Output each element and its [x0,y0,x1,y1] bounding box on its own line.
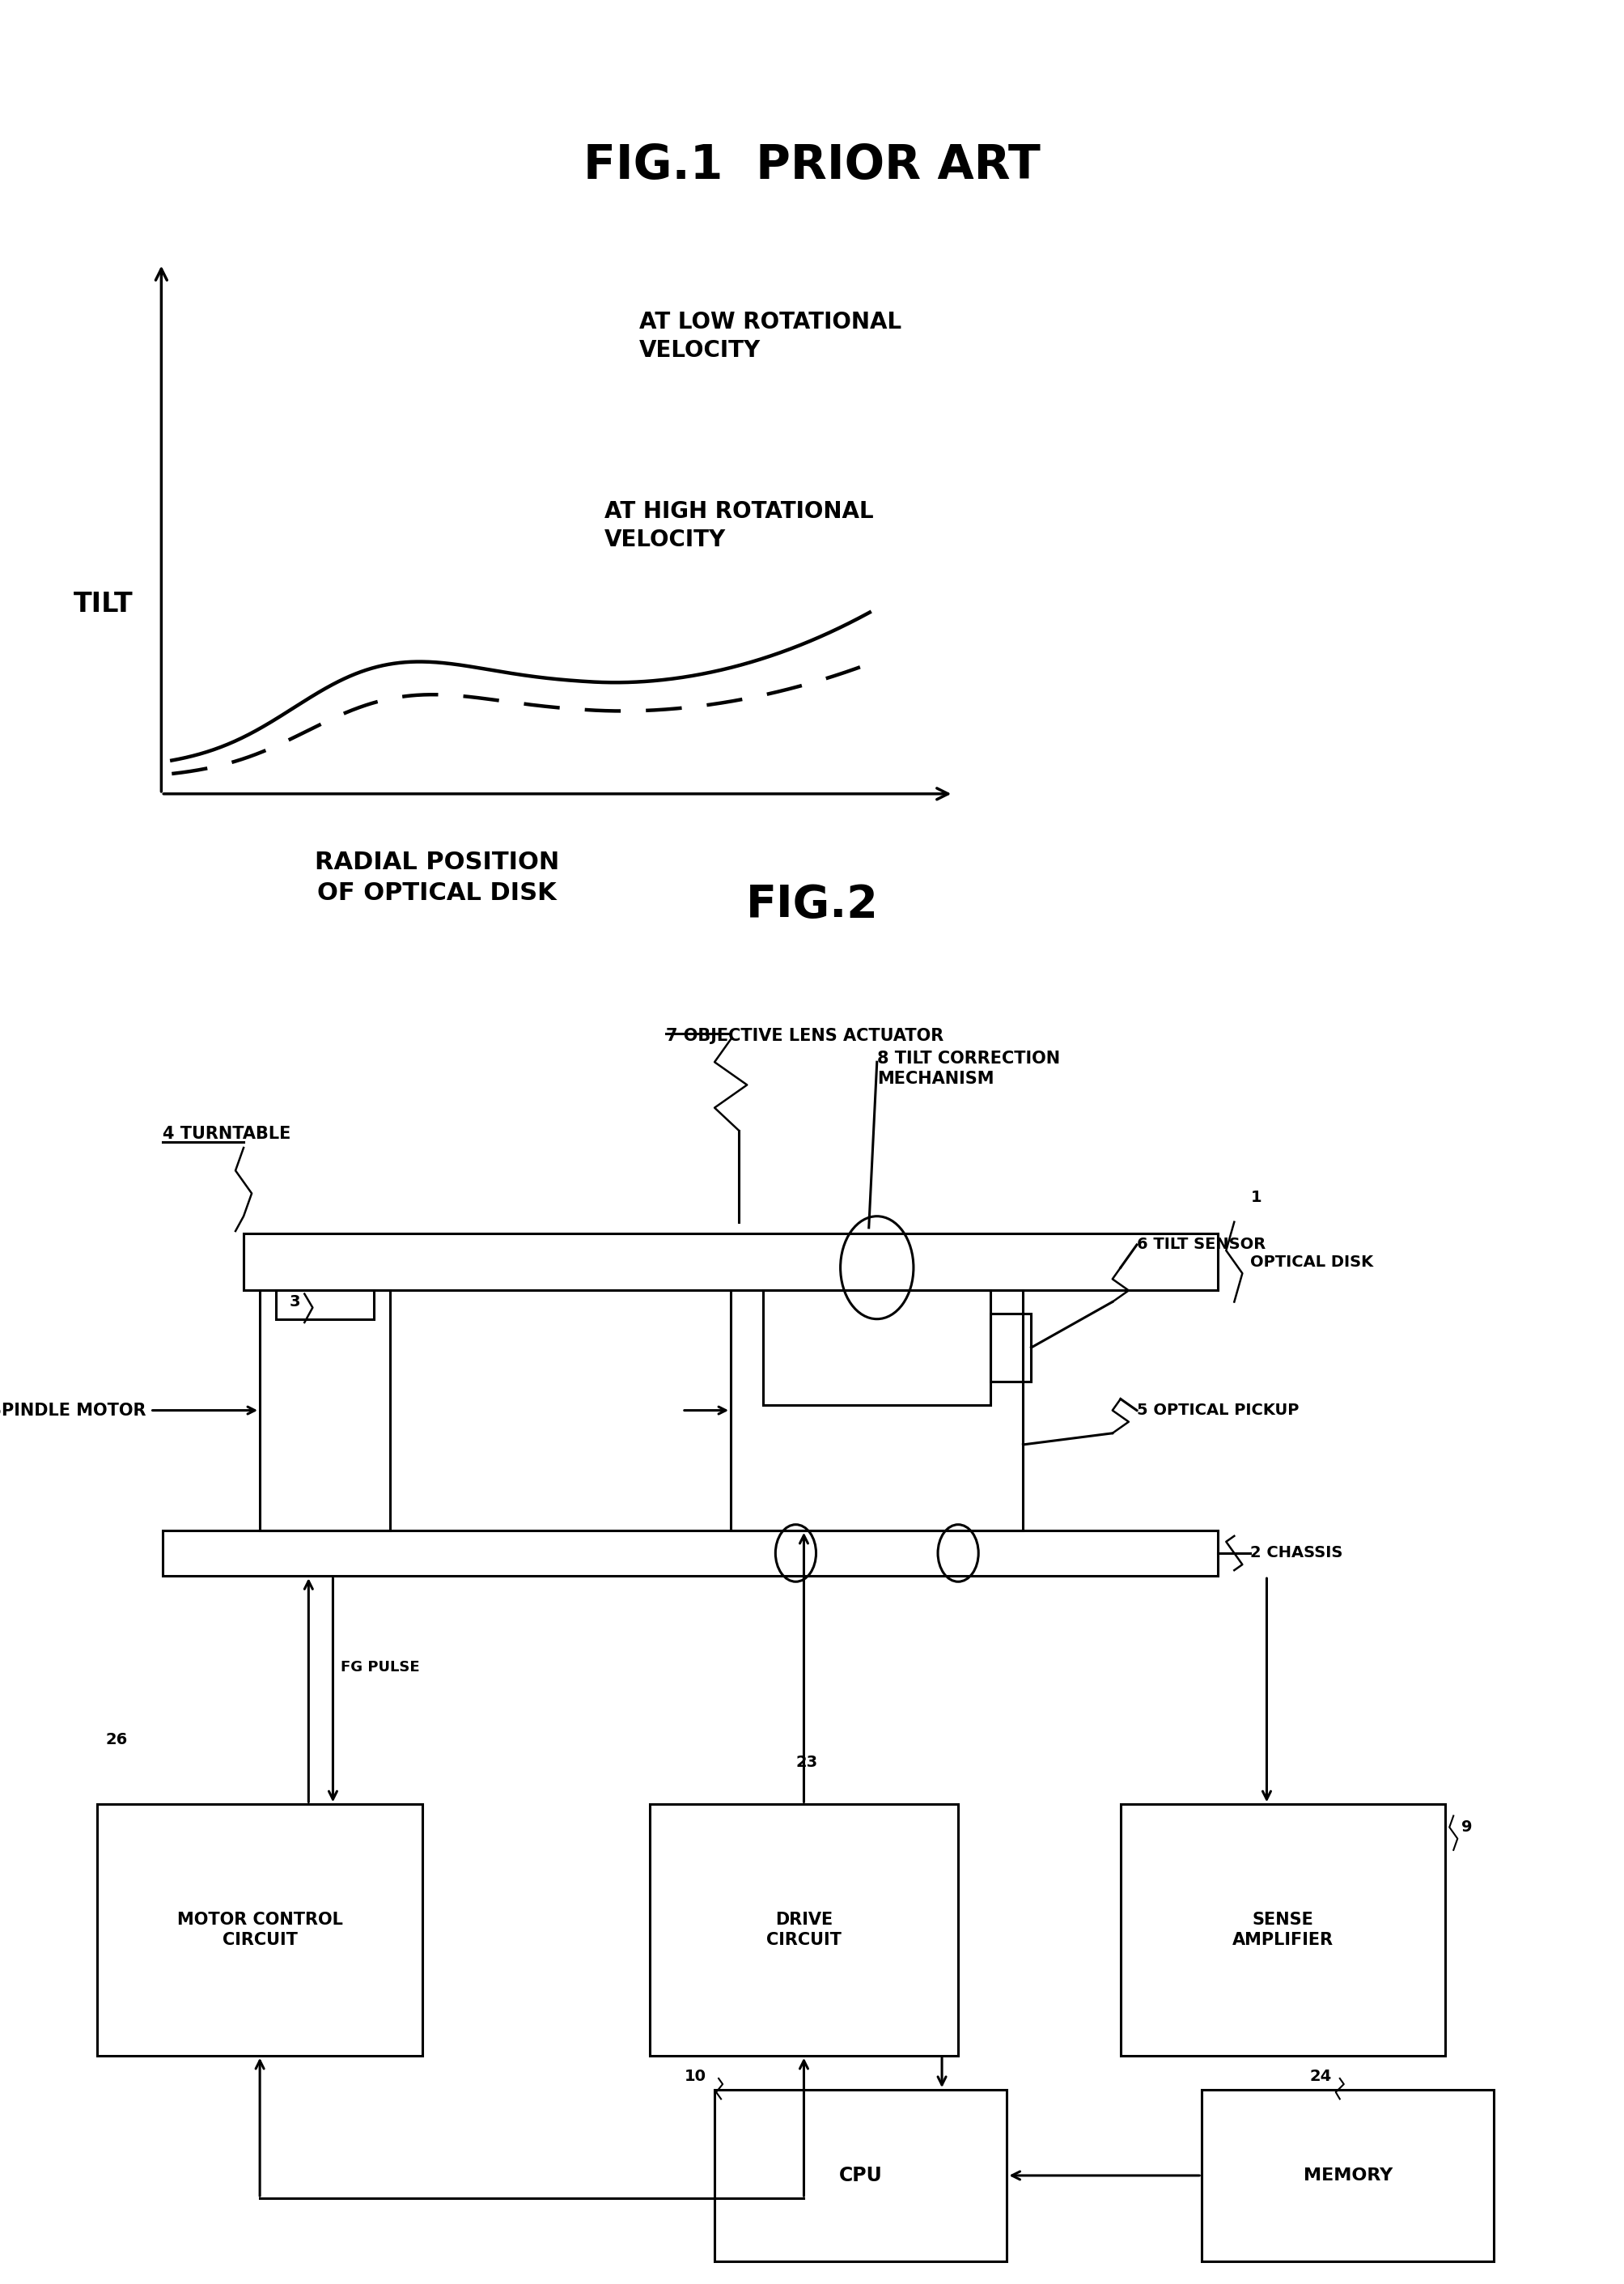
Text: AT LOW ROTATIONAL
VELOCITY: AT LOW ROTATIONAL VELOCITY [640,311,901,361]
Text: 1: 1 [1250,1190,1262,1206]
Text: FIG.1  PRIOR ART: FIG.1 PRIOR ART [583,142,1041,190]
Text: 9: 9 [1462,1820,1473,1834]
Text: 7 OBJECTIVE LENS ACTUATOR: 7 OBJECTIVE LENS ACTUATOR [666,1028,944,1044]
Text: SPINDLE MOTOR: SPINDLE MOTOR [0,1402,146,1418]
Text: AT HIGH ROTATIONAL
VELOCITY: AT HIGH ROTATIONAL VELOCITY [604,500,874,550]
Text: 4 TURNTABLE: 4 TURNTABLE [162,1126,291,1142]
Text: CPU: CPU [840,2165,882,2186]
Bar [991,1313,1031,1382]
Text: 3: 3 [289,1293,300,1309]
Text: 10: 10 [685,2069,706,2083]
Text: MEMORY: MEMORY [1304,2168,1392,2184]
Text: TILT: TILT [73,592,133,617]
Text: 5 OPTICAL PICKUP: 5 OPTICAL PICKUP [1137,1402,1299,1418]
Bar [731,1290,1023,1530]
Text: 6 TILT SENSOR: 6 TILT SENSOR [1137,1238,1265,1252]
Text: FIG.2: FIG.2 [745,882,879,927]
Bar [650,1804,958,2056]
Bar [1121,1804,1445,2056]
Text: SENSE
AMPLIFIER: SENSE AMPLIFIER [1233,1912,1333,1948]
Text: FG PULSE: FG PULSE [341,1660,421,1674]
Text: RADIAL POSITION
OF OPTICAL DISK: RADIAL POSITION OF OPTICAL DISK [315,850,559,904]
Text: 26: 26 [106,1731,128,1747]
Bar [162,1530,1218,1576]
Bar [1202,2090,1494,2261]
Bar [276,1290,374,1320]
Bar [244,1233,1218,1290]
Text: 23: 23 [796,1754,818,1770]
Text: MOTOR CONTROL
CIRCUIT: MOTOR CONTROL CIRCUIT [177,1912,343,1948]
Bar [715,2090,1007,2261]
Text: 8 TILT CORRECTION
MECHANISM: 8 TILT CORRECTION MECHANISM [877,1051,1060,1087]
Text: OPTICAL DISK: OPTICAL DISK [1250,1254,1374,1270]
Bar [763,1290,991,1405]
Text: 2 CHASSIS: 2 CHASSIS [1250,1546,1343,1560]
Text: DRIVE
CIRCUIT: DRIVE CIRCUIT [767,1912,841,1948]
Bar [97,1804,422,2056]
Text: 24: 24 [1309,2069,1332,2083]
Bar [260,1290,390,1530]
